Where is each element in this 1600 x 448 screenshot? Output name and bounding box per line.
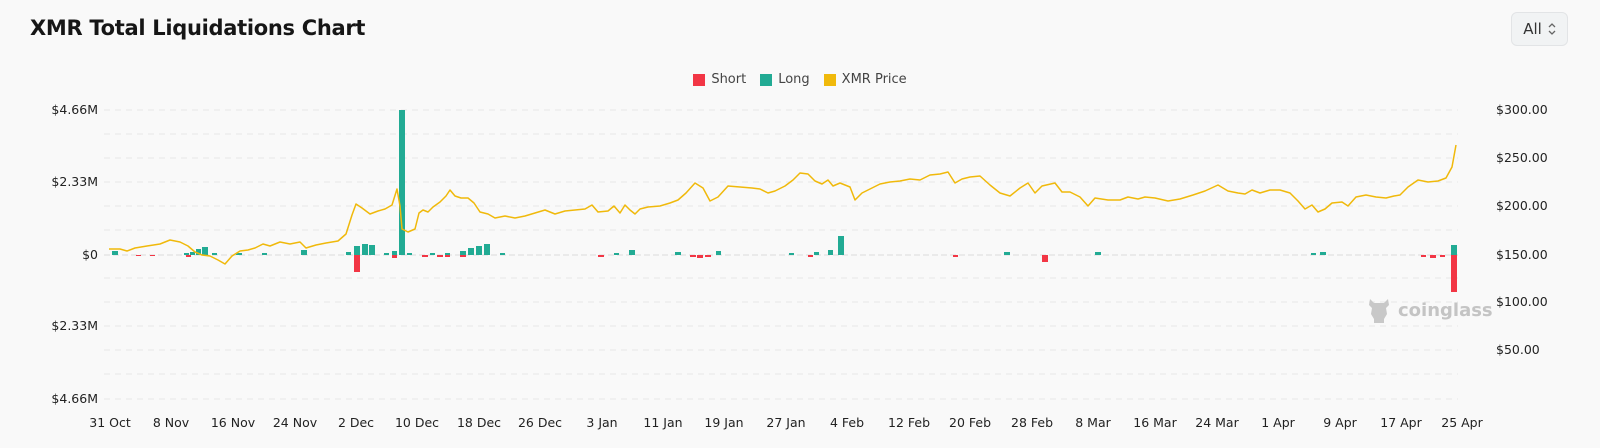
x-tick: 2 Dec [337, 415, 375, 430]
x-tick: 25 Apr [1441, 415, 1483, 430]
long-bars [112, 110, 1457, 255]
xmr-price-line [109, 144, 1457, 265]
y-right-tick: $200.00 [1496, 198, 1548, 213]
x-tick: 9 Apr [1323, 415, 1357, 430]
chart-legend: Short Long XMR Price [0, 72, 1600, 87]
time-range-value: All [1523, 20, 1542, 38]
y-left-tick: $2.33M [51, 174, 98, 189]
long-swatch-icon [760, 73, 773, 86]
x-tick: 20 Feb [948, 415, 992, 430]
x-tick: 19 Jan [704, 415, 744, 430]
x-tick: 16 Nov [210, 415, 256, 430]
y-right-tick: $250.00 [1496, 150, 1548, 165]
x-tick: 28 Feb [1010, 415, 1054, 430]
y-right-tick: $300.00 [1496, 102, 1548, 117]
gridlines [104, 109, 1458, 400]
short-swatch-icon [693, 73, 706, 86]
x-tick: 11 Jan [643, 415, 683, 430]
legend-item-short[interactable]: Short [693, 72, 746, 87]
x-tick: 18 Dec [456, 415, 502, 430]
legend-label: Short [711, 72, 747, 87]
x-tick: 24 Nov [272, 415, 318, 430]
x-tick: 3 Jan [586, 415, 618, 430]
page-title: XMR Total Liquidations Chart [30, 16, 366, 40]
y-left-tick: $4.66M [51, 102, 98, 117]
coinglass-watermark: coinglass [1366, 296, 1493, 324]
legend-label: Long [778, 72, 810, 87]
legend-label: XMR Price [841, 72, 907, 87]
short-bars [136, 255, 1457, 292]
price-swatch-icon [823, 73, 836, 86]
y-left-tick: $4.66M [51, 391, 98, 406]
y-left-tick: $2.33M [51, 318, 98, 333]
legend-item-long[interactable]: Long [760, 72, 810, 87]
x-tick: 8 Nov [152, 415, 190, 430]
time-range-select[interactable]: All [1511, 12, 1568, 46]
y-right-tick: $50.00 [1496, 342, 1540, 357]
x-tick: 8 Mar [1075, 415, 1111, 430]
watermark-text: coinglass [1398, 299, 1493, 321]
x-tick: 26 Dec [517, 415, 563, 430]
chevron-up-down-icon [1548, 23, 1556, 35]
x-tick: 10 Dec [394, 415, 440, 430]
coinglass-logo-icon [1369, 299, 1389, 323]
x-tick: 1 Apr [1261, 415, 1295, 430]
y-right-tick: $100.00 [1496, 294, 1548, 309]
y-right-tick: $150.00 [1496, 247, 1548, 262]
x-tick: 4 Feb [829, 415, 865, 430]
x-tick: 24 Mar [1195, 415, 1239, 430]
x-tick: 27 Jan [766, 415, 806, 430]
x-tick: 12 Feb [887, 415, 931, 430]
legend-item-xmr-price[interactable]: XMR Price [823, 72, 907, 87]
x-tick: 17 Apr [1380, 415, 1422, 430]
x-tick: 16 Mar [1133, 415, 1177, 430]
x-tick: 31 Oct [89, 415, 131, 430]
y-left-tick: $0 [82, 247, 98, 262]
